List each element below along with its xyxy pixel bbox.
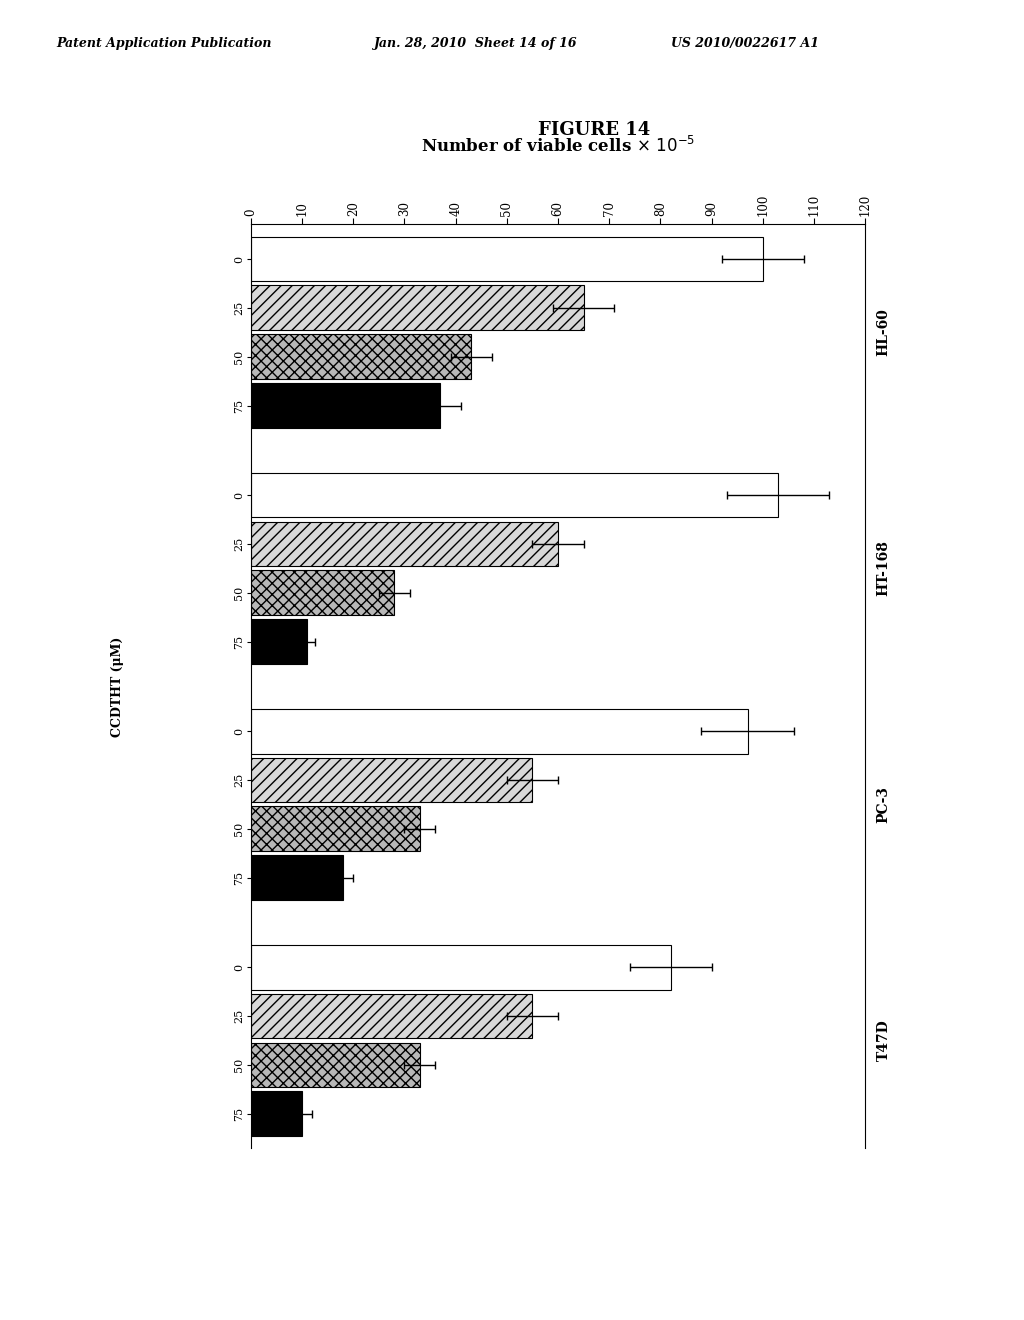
Bar	[251, 383, 440, 428]
Bar	[251, 236, 763, 281]
Text: FIGURE 14: FIGURE 14	[538, 121, 650, 140]
Bar	[251, 807, 420, 851]
Bar	[251, 1092, 302, 1137]
Bar	[251, 709, 748, 754]
X-axis label: Number of viable cells $\times$ $10^{-5}$: Number of viable cells $\times$ $10^{-5}…	[421, 136, 695, 156]
Text: HT-168: HT-168	[877, 540, 891, 597]
Bar	[251, 285, 584, 330]
Bar	[251, 994, 532, 1039]
Bar	[251, 1043, 420, 1088]
Text: US 2010/0022617 A1: US 2010/0022617 A1	[671, 37, 819, 50]
Text: Jan. 28, 2010  Sheet 14 of 16: Jan. 28, 2010 Sheet 14 of 16	[374, 37, 578, 50]
Text: CCDTHT (μM): CCDTHT (μM)	[112, 636, 124, 737]
Bar	[251, 334, 471, 379]
Text: Patent Application Publication: Patent Application Publication	[56, 37, 271, 50]
Text: HL-60: HL-60	[877, 309, 891, 356]
Text: T47D: T47D	[877, 1019, 891, 1061]
Bar	[251, 570, 394, 615]
Text: PC-3: PC-3	[877, 785, 891, 822]
Bar	[251, 521, 558, 566]
Bar	[251, 855, 343, 900]
Bar	[251, 758, 532, 803]
Bar	[251, 619, 307, 664]
Bar	[251, 473, 778, 517]
Bar	[251, 945, 671, 990]
